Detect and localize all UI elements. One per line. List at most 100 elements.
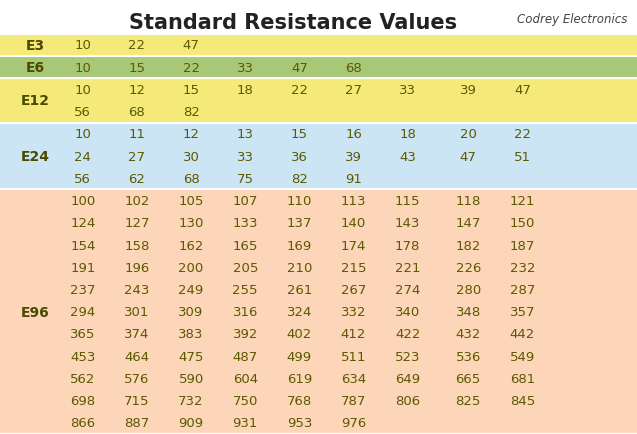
Text: 47: 47 [291,62,308,75]
Text: 10: 10 [75,39,91,52]
Text: 649: 649 [395,372,420,385]
Text: 464: 464 [124,350,150,363]
Text: 232: 232 [510,261,535,274]
Text: 150: 150 [510,217,535,230]
Text: 210: 210 [287,261,312,274]
Text: 887: 887 [124,417,150,429]
Text: 68: 68 [183,172,199,185]
Text: 499: 499 [287,350,312,363]
Text: 732: 732 [178,394,204,407]
Text: 665: 665 [455,372,481,385]
Text: 523: 523 [395,350,420,363]
Text: 453: 453 [70,350,96,363]
Text: 187: 187 [510,239,535,252]
Text: E96: E96 [20,305,50,319]
Text: 30: 30 [183,150,199,163]
Text: 10: 10 [75,84,91,97]
Bar [0,57,637,79]
Text: 383: 383 [178,328,204,341]
Text: 15: 15 [183,84,199,97]
Text: 909: 909 [178,417,204,429]
Text: 113: 113 [341,194,366,207]
Bar [0,190,637,434]
Text: 68: 68 [345,62,362,75]
Text: 196: 196 [124,261,150,274]
Text: 511: 511 [341,350,366,363]
Text: E12: E12 [20,94,50,108]
Text: 22: 22 [129,39,145,52]
Text: Codrey Electronics: Codrey Electronics [517,13,627,26]
Text: 158: 158 [124,239,150,252]
Text: 243: 243 [124,283,150,296]
Text: 866: 866 [70,417,96,429]
Text: 200: 200 [178,261,204,274]
Text: 47: 47 [460,150,476,163]
Text: 332: 332 [341,306,366,319]
Text: 576: 576 [124,372,150,385]
Text: 931: 931 [233,417,258,429]
Text: 976: 976 [341,417,366,429]
Text: 39: 39 [345,150,362,163]
Text: 768: 768 [287,394,312,407]
Text: 16: 16 [345,128,362,141]
Text: 68: 68 [129,106,145,119]
Text: 475: 475 [178,350,204,363]
Text: 22: 22 [291,84,308,97]
Text: 174: 174 [341,239,366,252]
Text: 604: 604 [233,372,258,385]
Text: 309: 309 [178,306,204,319]
Text: 205: 205 [233,261,258,274]
Text: 47: 47 [183,39,199,52]
Text: 681: 681 [510,372,535,385]
Text: 402: 402 [287,328,312,341]
Text: 27: 27 [345,84,362,97]
Text: 619: 619 [287,372,312,385]
Text: 169: 169 [287,239,312,252]
Text: 24: 24 [75,150,91,163]
Text: 107: 107 [233,194,258,207]
Text: 115: 115 [395,194,420,207]
Text: 39: 39 [460,84,476,97]
Text: 51: 51 [514,150,531,163]
Text: 11: 11 [129,128,145,141]
Text: 15: 15 [291,128,308,141]
Text: Standard Resistance Values: Standard Resistance Values [129,13,457,33]
Text: 392: 392 [233,328,258,341]
Text: 280: 280 [455,283,481,296]
Text: 178: 178 [395,239,420,252]
Text: 22: 22 [183,62,199,75]
Text: 274: 274 [395,283,420,296]
Text: 140: 140 [341,217,366,230]
Bar [0,35,637,57]
Text: 249: 249 [178,283,204,296]
Text: 287: 287 [510,283,535,296]
Text: 18: 18 [237,84,254,97]
Text: 127: 127 [124,217,150,230]
Text: 562: 562 [70,372,96,385]
Text: 549: 549 [510,350,535,363]
Text: 634: 634 [341,372,366,385]
Text: 182: 182 [455,239,481,252]
Text: 47: 47 [514,84,531,97]
Text: 294: 294 [70,306,96,319]
Text: 56: 56 [75,172,91,185]
Text: 62: 62 [129,172,145,185]
Text: 20: 20 [460,128,476,141]
Text: 10: 10 [75,128,91,141]
Text: 412: 412 [341,328,366,341]
Text: 13: 13 [237,128,254,141]
Text: 105: 105 [178,194,204,207]
Text: 590: 590 [178,372,204,385]
Text: 787: 787 [341,394,366,407]
Text: 82: 82 [291,172,308,185]
Text: 22: 22 [514,128,531,141]
Text: 237: 237 [70,283,96,296]
Text: 215: 215 [341,261,366,274]
Text: 12: 12 [129,84,145,97]
Text: 357: 357 [510,306,535,319]
Text: 33: 33 [399,84,416,97]
Text: 365: 365 [70,328,96,341]
Text: 27: 27 [129,150,145,163]
Text: 422: 422 [395,328,420,341]
Text: 324: 324 [287,306,312,319]
